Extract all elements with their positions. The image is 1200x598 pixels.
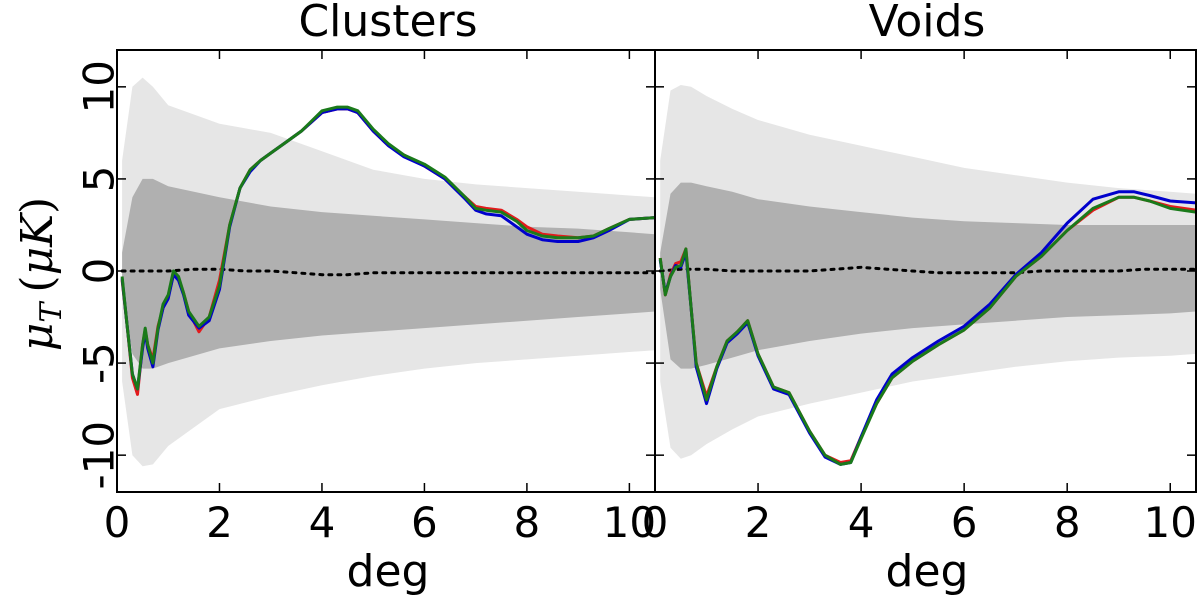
x-tick-label-clusters-2: 2 <box>206 498 233 547</box>
y-label-unit-close: ) <box>12 197 63 214</box>
x-tick-label-voids-4: 4 <box>848 498 875 547</box>
series-green-voids <box>658 195 1196 466</box>
x-axis-label-voids: deg <box>886 546 969 597</box>
mean-line-clusters <box>120 267 655 277</box>
x-tick-label-clusters-8: 8 <box>514 498 541 547</box>
y-tick-label--5: -5 <box>75 342 124 384</box>
y-axis-label: μT (μK) <box>12 197 69 351</box>
y-label-unit-symbol: μK <box>12 212 63 276</box>
x-axis-label-clusters: deg <box>347 546 430 597</box>
frame-voids <box>654 49 1197 493</box>
x-tick-label-voids-0: 0 <box>642 498 669 547</box>
x-tick-label-clusters-10: 10 <box>603 498 656 547</box>
y-tick-label-5: 5 <box>75 166 124 193</box>
mean-line-voids <box>658 265 1196 275</box>
inner-band-clusters <box>122 178 655 369</box>
y-label-symbol: μ <box>12 323 63 352</box>
x-tick-label-clusters-4: 4 <box>309 498 336 547</box>
y-tick-label--10: -10 <box>75 421 124 490</box>
y-label-unit-open: ( <box>12 275 63 292</box>
y-label-subscript: T <box>34 301 69 323</box>
x-tick-label-voids-8: 8 <box>1054 498 1081 547</box>
panel-clusters: 0 2 4 6 8 10 10 5 0 -5 -10 Clusters deg <box>75 0 656 597</box>
x-tick-label-voids-10: 10 <box>1144 498 1197 547</box>
series-green-clusters <box>120 105 655 391</box>
plot-area-voids <box>658 85 1196 466</box>
y-tick-label-10: 10 <box>75 60 124 113</box>
x-tick-label-voids-2: 2 <box>745 498 772 547</box>
plot-area-clusters <box>120 77 655 467</box>
panel-voids: 0 2 4 6 8 10 Voids deg <box>642 0 1197 597</box>
x-tick-label-clusters-6: 6 <box>411 498 438 547</box>
x-tick-label-voids-6: 6 <box>951 498 978 547</box>
x-tick-label-clusters-0: 0 <box>104 498 131 547</box>
y-tick-label-0: 0 <box>75 258 124 285</box>
panel-title-voids: Voids <box>869 0 986 47</box>
panel-title-clusters: Clusters <box>298 0 477 47</box>
